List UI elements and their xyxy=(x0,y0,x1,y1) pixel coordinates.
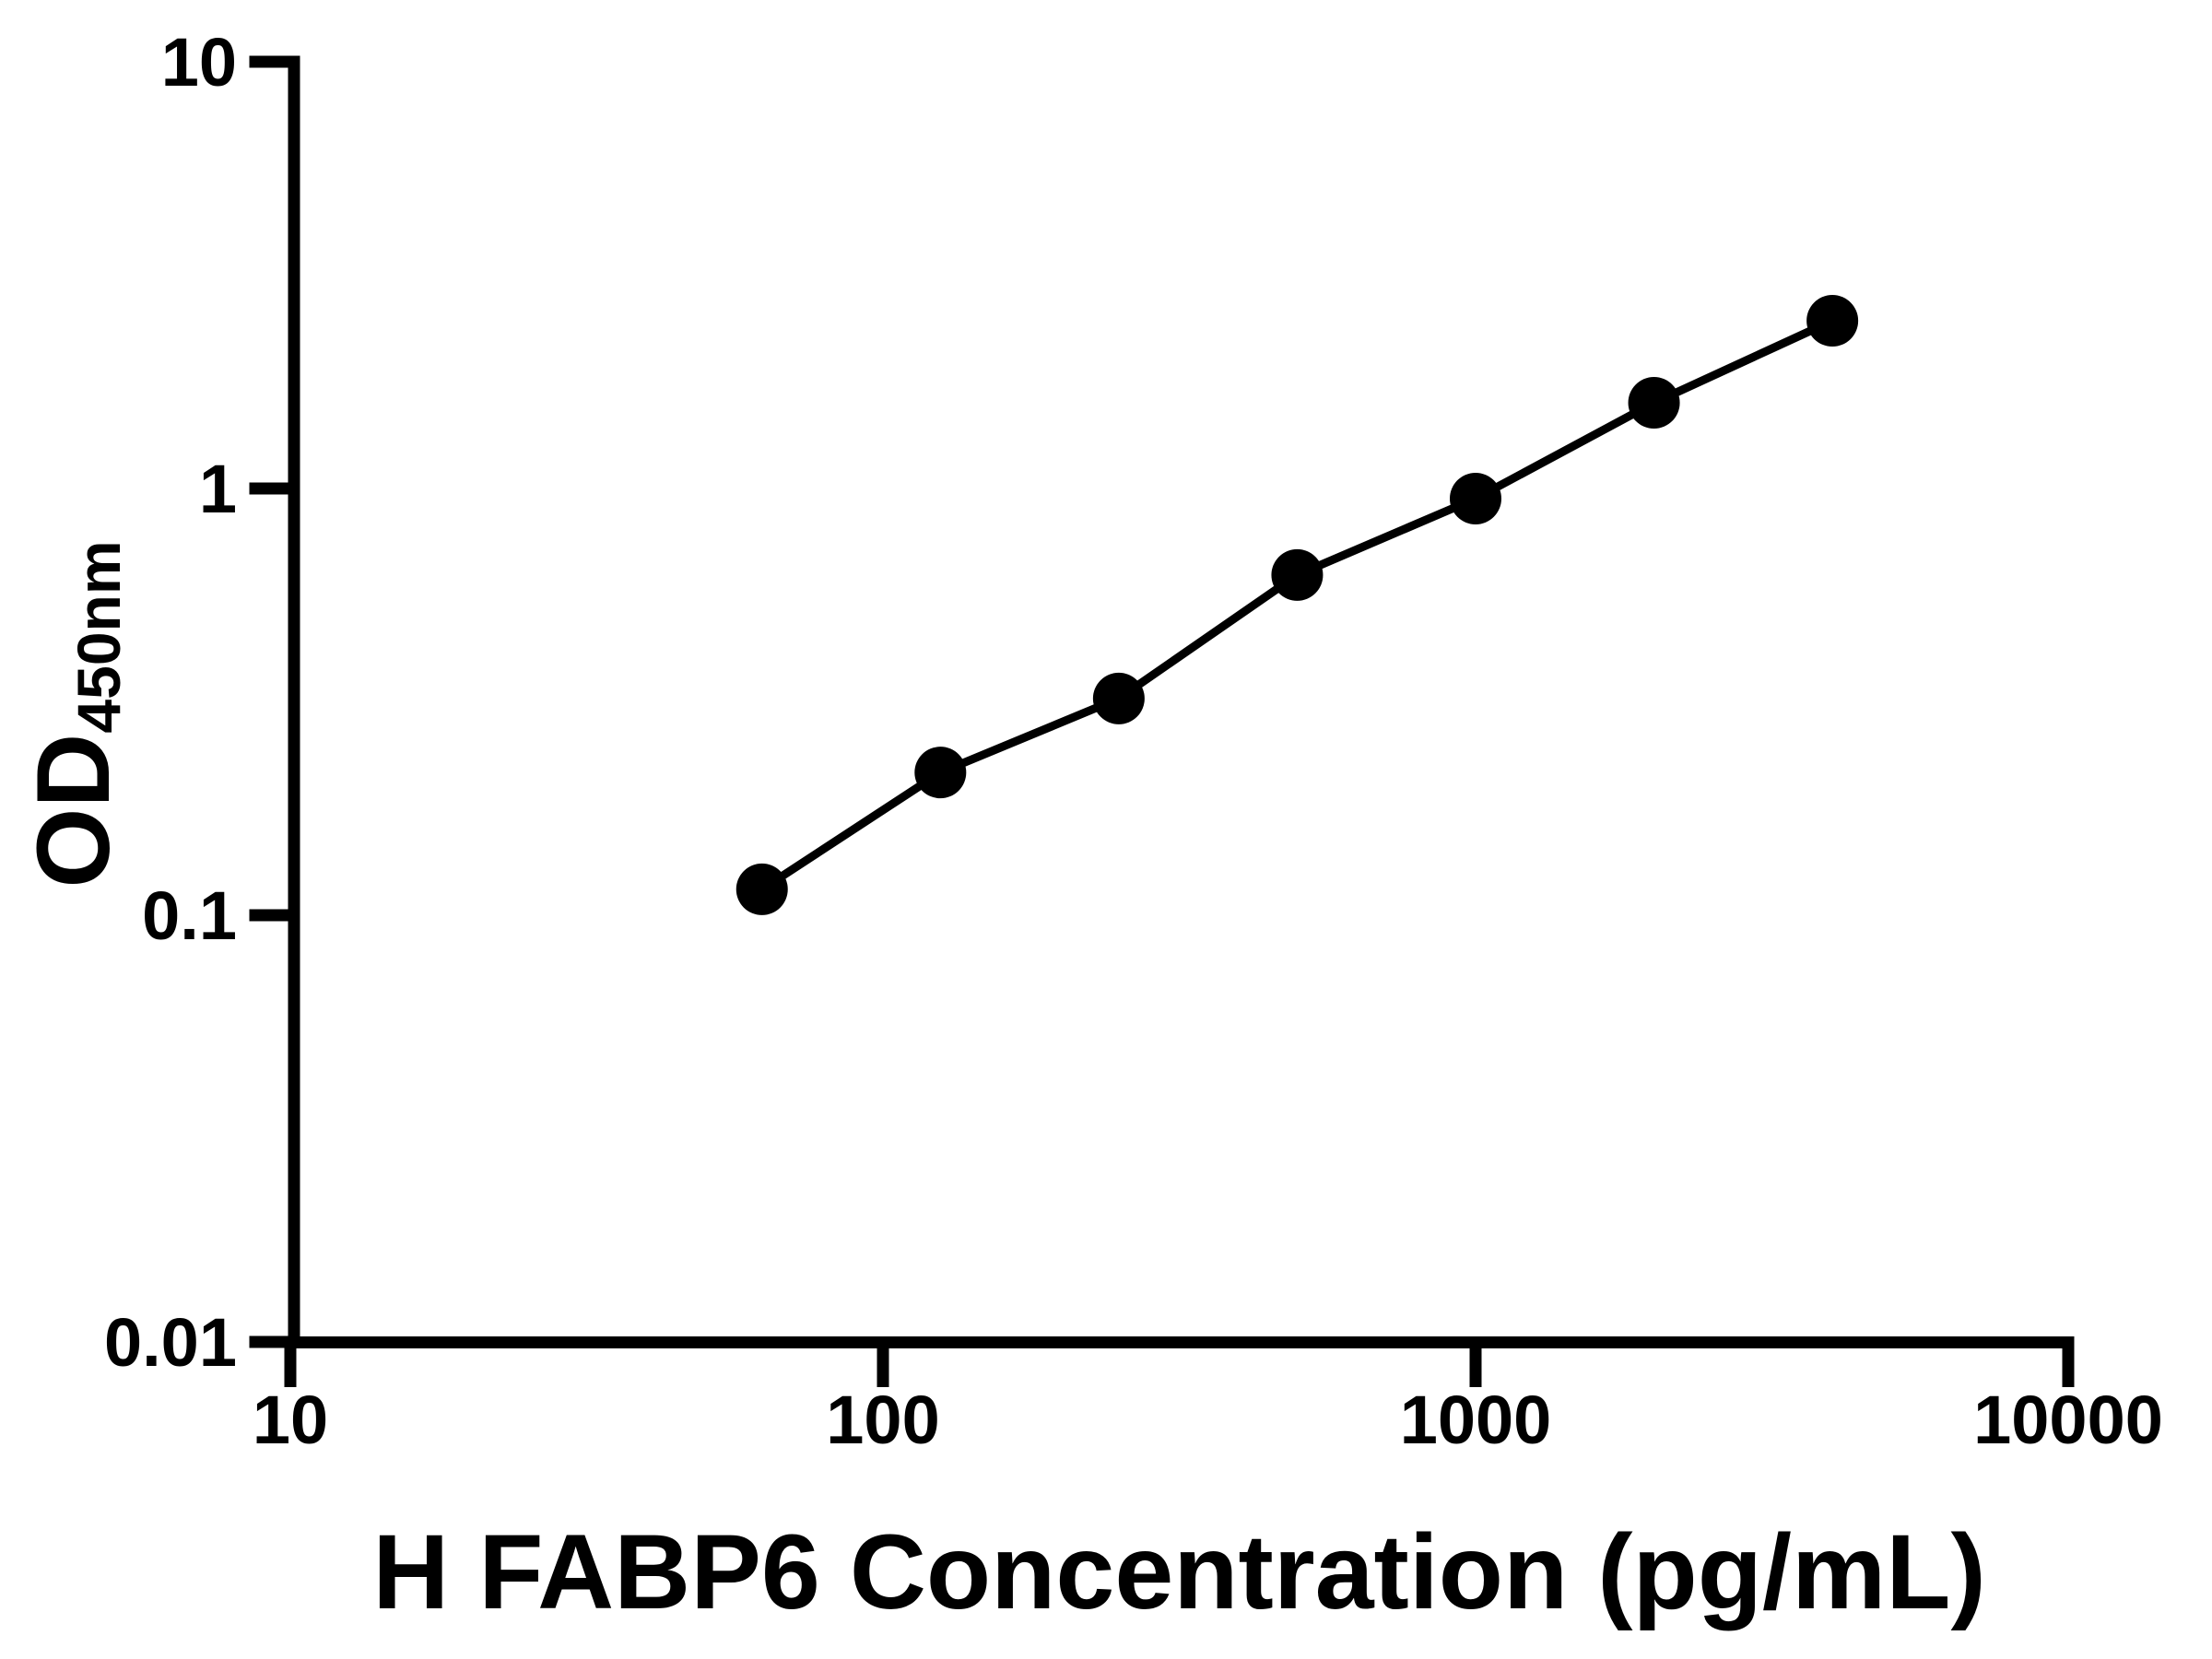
data-point-marker xyxy=(735,863,788,915)
y-tick-label: 10 xyxy=(161,24,237,100)
x-tick-label: 1000 xyxy=(1400,1382,1552,1458)
y-axis-title-main: OD xyxy=(16,734,131,888)
x-tick-label: 10000 xyxy=(1973,1382,2163,1458)
y-tick-label: 1 xyxy=(199,451,237,527)
x-axis-title: H FABP6 Concentration (pg/mL) xyxy=(372,1513,1986,1631)
x-tick-label: 100 xyxy=(826,1382,939,1458)
data-point-marker xyxy=(1092,672,1145,724)
y-axis-title-subscript: 450nm xyxy=(65,540,133,733)
y-tick-label: 0.1 xyxy=(142,877,237,954)
data-point-marker xyxy=(1450,472,1501,524)
data-point-marker xyxy=(1806,295,1859,347)
x-tick-label: 10 xyxy=(253,1382,328,1458)
y-tick-label: 0.01 xyxy=(104,1304,237,1381)
data-point-marker xyxy=(1628,377,1680,429)
y-axis-title: OD450nm xyxy=(16,540,133,888)
data-point-marker xyxy=(914,747,967,799)
data-point-marker xyxy=(1271,548,1324,601)
